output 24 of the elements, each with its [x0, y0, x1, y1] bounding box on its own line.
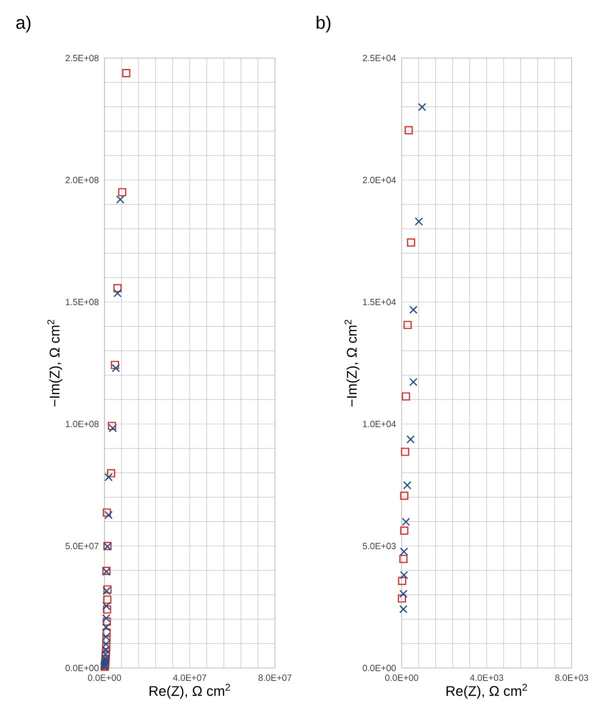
y-tick-label: 2.5E+08 [66, 54, 99, 62]
x-tick-label: 8.0E+07 [258, 674, 292, 681]
y-tick-label: 2.0E+08 [66, 176, 99, 184]
y-tick-label: 1.0E+04 [363, 420, 396, 428]
chart-title: b) [316, 16, 330, 32]
y-tick-label: 1.5E+08 [66, 298, 99, 306]
y-tick-label: 1.0E+08 [66, 420, 99, 428]
x-tick-label: 4.0E+03 [470, 674, 504, 681]
y-tick-label: 1.5E+04 [363, 298, 396, 306]
x-tick-label: 4.0E+07 [173, 674, 206, 681]
y-tick-label: 5.0E+07 [66, 542, 99, 550]
y-tick-label: 0.0E+00 [66, 664, 99, 672]
y-tick-label: 5.0E+03 [362, 542, 396, 550]
y-tick-label: 2.5E+04 [362, 54, 396, 62]
x-tick-label: 8.0E+03 [555, 674, 588, 681]
y-tick-label: 0.0E+00 [362, 664, 396, 672]
y-tick-label: 2.0E+04 [362, 176, 396, 184]
x-tick-label: 0.0E+00 [385, 674, 418, 681]
x-tick-label: 0.0E+00 [88, 674, 122, 681]
y-axis-title: −Im(Z), Ω cm$^{2}$ [47, 320, 62, 406]
x-axis-title: Re(Z), Ω cm$^{2}$ [150, 684, 230, 699]
y-axis-title: −Im(Z), Ω cm$^{2}$ [344, 320, 360, 406]
chart-title: a) [16, 16, 30, 32]
x-axis-title: Re(Z), Ω cm$^{2}$ [446, 684, 527, 699]
